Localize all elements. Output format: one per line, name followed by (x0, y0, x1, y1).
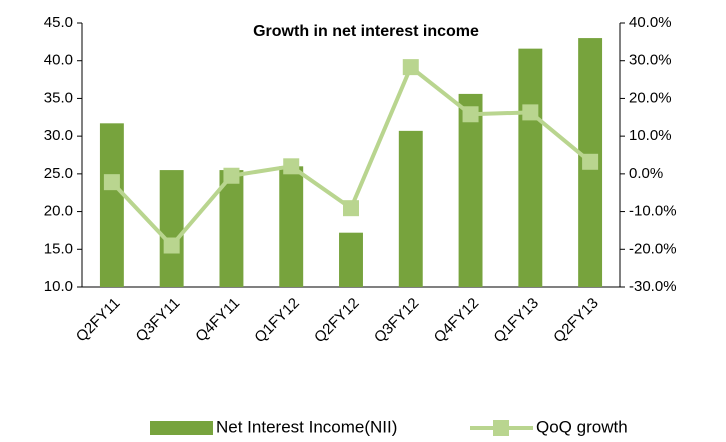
y-tick-label: 15.0 (44, 240, 73, 257)
y2-tick-label: -30.0% (629, 278, 677, 295)
marker (163, 237, 180, 254)
y-tick-label: 10.0 (44, 278, 73, 295)
bar (219, 170, 244, 287)
marker (402, 59, 419, 76)
bar (518, 48, 543, 287)
y2-tick-label: -20.0% (629, 240, 677, 257)
marker (103, 174, 120, 191)
x-tick-label: Q3FY12 (371, 295, 423, 347)
legend-swatch (150, 421, 213, 435)
legend-label: QoQ growth (536, 417, 628, 436)
bar (339, 232, 363, 287)
y2-tick-label: 10.0% (629, 127, 672, 144)
x-tick-label: Q1FY12 (251, 295, 303, 347)
x-tick-label: Q1FY13 (490, 295, 542, 347)
legend-swatch (493, 420, 509, 436)
marker (343, 200, 359, 217)
x-tick-label: Q2FY11 (73, 295, 124, 346)
y2-tick-label: 30.0% (629, 52, 672, 69)
marker (522, 104, 539, 121)
y-tick-label: 35.0 (44, 89, 73, 106)
marker (582, 153, 599, 170)
y-tick-label: 30.0 (44, 127, 73, 144)
x-tick-label: Q4FY12 (431, 295, 483, 347)
bar (279, 166, 304, 287)
bar (458, 93, 483, 287)
y-tick-label: 40.0 (44, 52, 73, 69)
y2-tick-label: 40.0% (629, 14, 672, 31)
y-tick-label: 25.0 (44, 165, 73, 182)
bar (99, 123, 124, 287)
bar (159, 170, 184, 287)
marker (283, 158, 300, 175)
y-tick-label: 20.0 (44, 203, 73, 220)
x-tick-label: Q2FY13 (550, 295, 602, 347)
x-tick-label: Q2FY12 (311, 295, 363, 347)
bar (398, 130, 423, 287)
marker (462, 106, 479, 123)
y-tick-label: 45.0 (44, 14, 73, 31)
y2-tick-label: 0.0% (629, 165, 663, 182)
x-tick-label: Q4FY11 (192, 295, 243, 346)
legend-label: Net Interest Income(NII) (216, 417, 397, 436)
x-tick-label: Q3FY11 (133, 295, 184, 346)
marker (223, 167, 240, 184)
y2-tick-label: 20.0% (629, 89, 672, 106)
chart-title: Growth in net interest income (253, 23, 479, 40)
y2-tick-label: -10.0% (629, 203, 677, 220)
